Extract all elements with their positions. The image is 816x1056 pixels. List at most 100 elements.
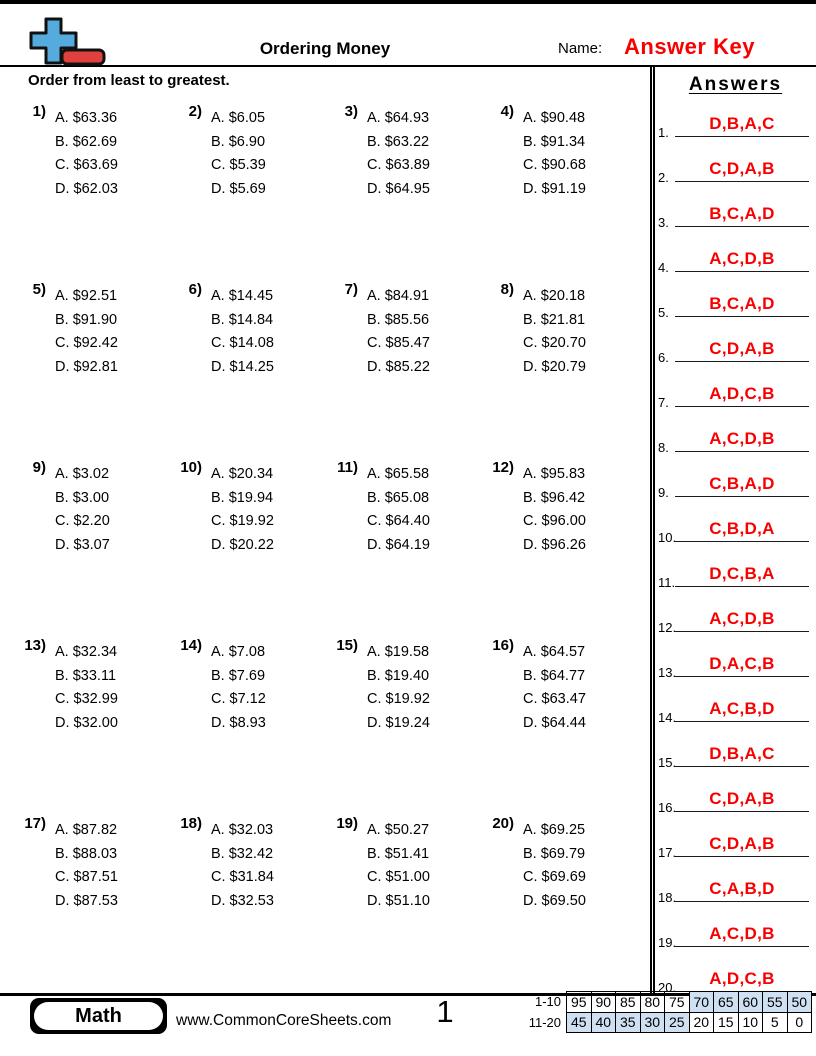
answer-blank-line (675, 811, 809, 812)
option-line: D. $14.25 (211, 358, 274, 375)
answers-heading: Answers (688, 74, 783, 95)
answer-number: 14. (658, 710, 677, 725)
answer-item: 11. D,C,B,A (655, 549, 816, 594)
option-line: D. $87.53 (55, 892, 118, 909)
option-line: B. $3.00 (55, 489, 110, 506)
grade-cell: 15 (713, 1011, 739, 1033)
option-list: A. $69.25 B. $69.79 C. $69.69 D. $69.50 (523, 822, 586, 916)
problem: 14) A. $7.08 B. $7.69 C. $7.12 D. $8.93 (180, 637, 340, 815)
page-number: 1 (436, 994, 454, 1029)
answer-number: 7. (658, 395, 669, 410)
answer-blank-line (675, 721, 809, 722)
answers-list: 1. D,B,A,C 2. C,D,A,B 3. B,C,A,D 4. A,C,D,B 5. B,… (655, 99, 816, 999)
answer-number: 17. (658, 845, 677, 860)
option-line: C. $90.68 (523, 157, 586, 174)
answer-blank-line (675, 271, 809, 272)
answer-value: B,C,A,D (709, 204, 775, 223)
answer-number: 6. (658, 350, 669, 365)
problem: 8) A. $20.18 B. $21.81 C. $20.70 D. $20.79 (496, 281, 652, 459)
worksheet-title: Ordering Money (259, 39, 391, 58)
answer-blank-line (675, 226, 809, 227)
answer-number: 19. (658, 935, 677, 950)
option-line: A. $87.82 (55, 822, 118, 838)
answer-value: C,A,B,D (709, 879, 775, 898)
option-line: C. $7.12 (211, 691, 266, 708)
option-line: A. $7.08 (211, 644, 266, 660)
problem-number: 17) (24, 815, 46, 832)
option-line: B. $69.79 (523, 845, 586, 862)
answer-value: A,C,B,D (709, 699, 775, 718)
option-line: A. $63.36 (55, 110, 118, 126)
problem: 20) A. $69.25 B. $69.79 C. $69.69 D. $69.50 (492, 815, 652, 993)
option-line: D. $62.03 (55, 180, 118, 197)
answer-value: A,D,C,B (709, 969, 775, 988)
option-line: B. $7.69 (211, 667, 266, 684)
option-line: B. $51.41 (367, 845, 430, 862)
answer-number: 1. (658, 125, 669, 140)
option-line: A. $20.34 (211, 466, 274, 482)
option-line: B. $85.56 (367, 311, 430, 328)
answer-value: C,B,A,D (709, 474, 775, 493)
grade-cell: 45 (566, 1011, 592, 1033)
option-line: C. $14.08 (211, 335, 274, 352)
grade-cell: 35 (615, 1011, 641, 1033)
problem: 10) A. $20.34 B. $19.94 C. $19.92 D. $20.22 (180, 459, 340, 637)
option-line: C. $69.69 (523, 869, 586, 886)
answer-item: 4. A,C,D,B (655, 234, 816, 279)
problem-number: 9) (32, 459, 46, 476)
answer-item: 8. A,C,D,B (655, 414, 816, 459)
option-list: A. $20.18 B. $21.81 C. $20.70 D. $20.79 (523, 288, 586, 382)
answer-number: 16. (658, 800, 677, 815)
answer-item: 3. B,C,A,D (655, 189, 816, 234)
answer-number: 3. (658, 215, 669, 230)
problem: 2) A. $6.05 B. $6.90 C. $5.39 D. $5.69 (184, 103, 340, 281)
option-line: C. $64.40 (367, 513, 430, 530)
answer-item: 14. A,C,B,D (655, 684, 816, 729)
answer-number: 18. (658, 890, 677, 905)
option-line: C. $20.70 (523, 335, 586, 352)
answer-item: 12. A,C,D,B (655, 594, 816, 639)
answer-blank-line (675, 316, 809, 317)
grade-cell: 90 (590, 991, 616, 1013)
answer-number: 15. (658, 755, 677, 770)
answer-value: D,A,C,B (709, 654, 775, 673)
option-line: A. $65.58 (367, 466, 430, 482)
answer-number: 8. (658, 440, 669, 455)
option-line: C. $92.42 (55, 335, 118, 352)
footer: Math www.CommonCoreSheets.com 1 1-10 95 90… (0, 991, 816, 1056)
grade-cell: 25 (664, 1011, 690, 1033)
answer-value: C,B,D,A (709, 519, 775, 538)
option-list: A. $95.83 B. $96.42 C. $96.00 D. $96.26 (523, 466, 586, 560)
option-list: A. $63.36 B. $62.69 C. $63.69 D. $62.03 (55, 110, 118, 204)
option-line: C. $63.47 (523, 691, 586, 708)
problems-area: Order from least to greatest. 1) A. $63.3… (0, 67, 650, 993)
answer-number: 5. (658, 305, 669, 320)
page-top-border (0, 0, 816, 4)
option-list: A. $32.03 B. $32.42 C. $31.84 D. $32.53 (211, 822, 274, 916)
plus-minus-logo-icon (29, 17, 106, 66)
answer-value: C,D,A,B (709, 789, 775, 808)
problem-number: 6) (188, 281, 202, 298)
option-line: A. $64.57 (523, 644, 586, 660)
answer-number: 4. (658, 260, 669, 275)
problem: 11) A. $65.58 B. $65.08 C. $64.40 D. $64.19 (337, 459, 496, 637)
math-badge: Math (30, 998, 167, 1034)
answer-key-label: Answer Key (624, 34, 755, 59)
answer-value: A,D,C,B (709, 384, 775, 403)
option-line: D. $64.19 (367, 536, 430, 553)
answer-blank-line (675, 586, 809, 587)
main-area: Order from least to greatest. 1) A. $63.3… (0, 67, 816, 995)
problem: 4) A. $90.48 B. $91.34 C. $90.68 D. $91.19 (496, 103, 652, 281)
grade-cell: 85 (615, 991, 641, 1013)
grade-cell: 30 (639, 1011, 665, 1033)
option-line: C. $63.89 (367, 157, 430, 174)
problem: 7) A. $84.91 B. $85.56 C. $85.47 D. $85.22 (340, 281, 496, 459)
answer-blank-line (675, 676, 809, 677)
problem-number: 16) (492, 637, 514, 654)
grade-row: 11-20 45 40 35 30 25 20 15 10 5 0 (529, 1011, 812, 1033)
problem-number: 10) (180, 459, 202, 476)
grade-cell: 65 (713, 991, 739, 1013)
option-line: C. $63.69 (55, 157, 118, 174)
option-line: B. $32.42 (211, 845, 274, 862)
